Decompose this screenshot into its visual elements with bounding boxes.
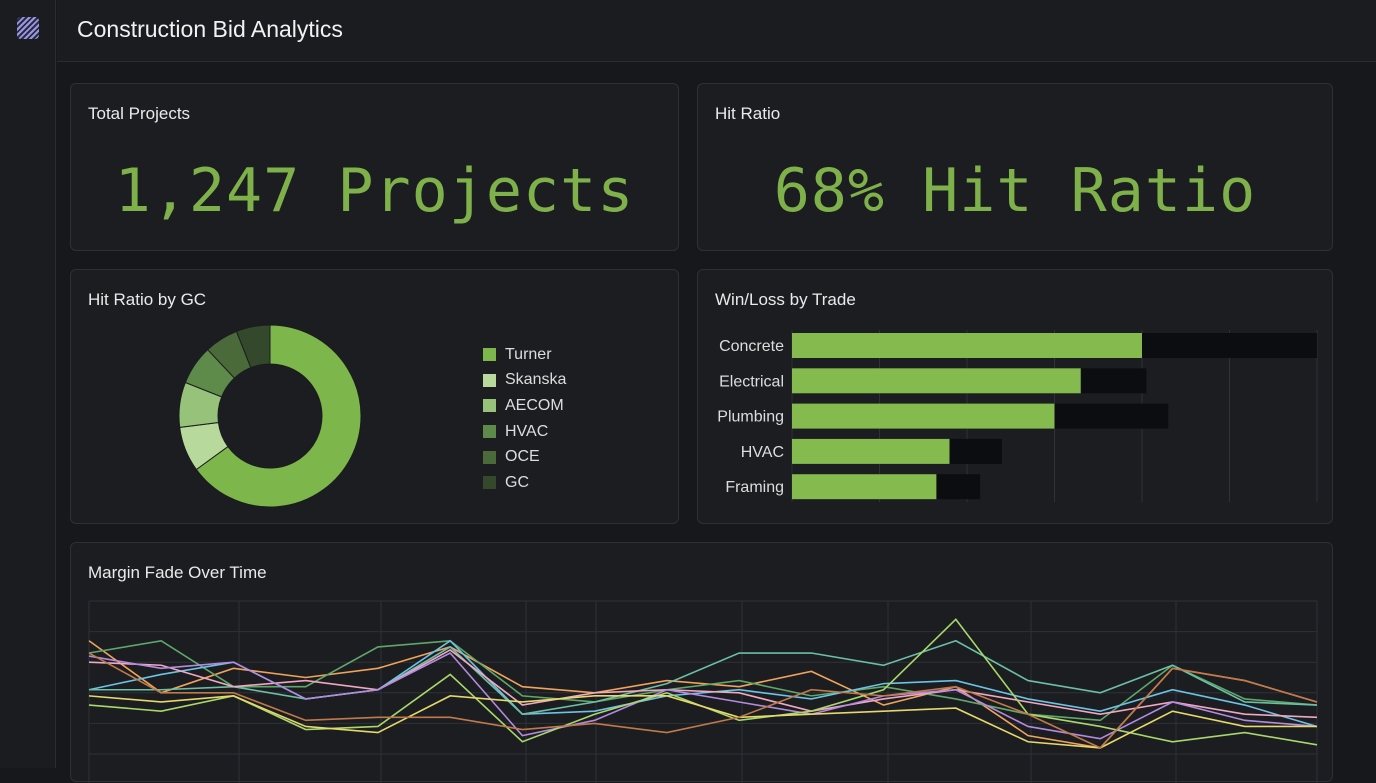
line-chart: [88, 600, 1318, 783]
legend-swatch: [483, 399, 496, 413]
donut-legend: Turner Skanska AECOM HVAC OCE GC: [483, 342, 566, 496]
series-line-2[interactable]: [88, 639, 1318, 722]
header: Construction Bid Analytics: [57, 0, 1376, 62]
donut-chart: [178, 324, 362, 508]
legend-label: OCE: [505, 448, 540, 466]
bar-win[interactable]: [792, 438, 950, 464]
legend-label: HVAC: [505, 422, 549, 440]
card-title: Hit Ratio by GC: [88, 290, 207, 309]
side-rail: [0, 0, 56, 768]
series-line-5[interactable]: [88, 649, 1318, 719]
legend-label: AECOM: [505, 396, 564, 414]
legend-item: Skanska: [483, 368, 566, 394]
donut-slice-gc[interactable]: [235, 324, 271, 369]
legend-label: GC: [505, 473, 529, 491]
bar-win[interactable]: [792, 474, 937, 500]
margin-fade-card: Margin Fade Over Time: [70, 542, 1333, 783]
bar-chart: Concrete Electrical Plumbing HVAC Framing: [717, 330, 1318, 502]
card-title: Win/Loss by Trade: [715, 290, 856, 309]
legend-swatch: [483, 373, 496, 387]
kpi-value: 1,247 Projects: [114, 156, 635, 226]
kpi-total-projects: Total Projects 1,247 Projects: [70, 83, 679, 251]
series-line-6[interactable]: [88, 652, 1318, 740]
legend-item: OCE: [483, 444, 566, 470]
category-label: Plumbing: [717, 409, 784, 426]
hit-ratio-by-gc-card: Hit Ratio by GC Turner Skanska AECOM HVAC OC…: [70, 269, 679, 524]
category-label: HVAC: [741, 444, 784, 461]
card-title: Margin Fade Over Time: [88, 563, 267, 582]
series-line-9[interactable]: [88, 652, 1318, 749]
bar-win[interactable]: [792, 333, 1142, 358]
legend-swatch: [483, 348, 496, 362]
legend-swatch: [483, 476, 496, 490]
series-line-4[interactable]: [89, 639, 1318, 716]
legend-swatch: [483, 450, 496, 464]
legend-swatch: [483, 425, 496, 439]
legend-label: Skanska: [505, 371, 567, 389]
legend-item: GC: [483, 470, 566, 496]
app-logo-icon[interactable]: [17, 17, 39, 39]
legend-item: HVAC: [483, 419, 566, 445]
series-line-8[interactable]: [88, 695, 1317, 749]
card-title: Hit Ratio: [715, 104, 781, 123]
kpi-value: 68% Hit Ratio: [773, 156, 1257, 226]
card-title: Total Projects: [88, 104, 191, 123]
legend-label: Turner: [505, 345, 552, 363]
kpi-hit-ratio: Hit Ratio 68% Hit Ratio: [697, 83, 1333, 251]
bar-win[interactable]: [792, 368, 1081, 394]
legend-item: AECOM: [483, 393, 566, 419]
page-title: Construction Bid Analytics: [77, 16, 343, 42]
category-label: Electrical: [719, 373, 784, 390]
win-loss-by-trade-card: Win/Loss by Trade Concrete Electrical Plum…: [697, 269, 1333, 524]
category-label: Framing: [725, 479, 784, 496]
bar-win[interactable]: [792, 403, 1055, 429]
category-label: Concrete: [719, 338, 784, 355]
donut-slice-turner[interactable]: [195, 324, 362, 508]
legend-item: Turner: [483, 342, 566, 368]
